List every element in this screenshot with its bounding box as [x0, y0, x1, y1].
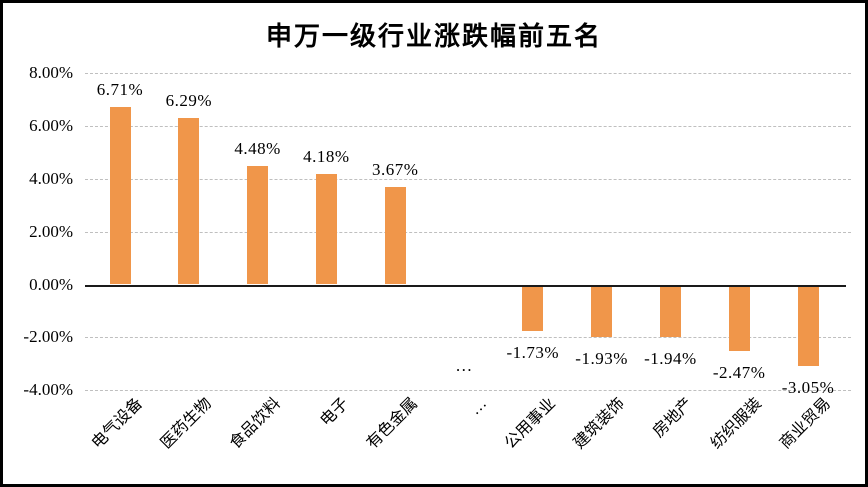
bar-data-label: 6.71% [96, 80, 144, 100]
y-axis-tick-label: 8.00% [29, 62, 73, 82]
y-axis-tick-label: 6.00% [29, 115, 73, 135]
bar [384, 187, 406, 285]
bar [109, 107, 131, 285]
bar [522, 285, 544, 332]
y-axis-tick-label: -4.00% [23, 380, 73, 400]
gridline [85, 178, 851, 180]
x-axis-line [85, 284, 846, 287]
bar [591, 285, 613, 337]
bar-data-label: 4.48% [234, 139, 281, 159]
bar-data-label: -1.94% [644, 348, 697, 368]
bar [797, 285, 819, 367]
x-axis-category-label: 食品饮料 [226, 395, 284, 453]
x-axis-category-label: 房地产 [650, 395, 697, 441]
bar-data-label: -1.73% [506, 343, 560, 363]
bar [659, 285, 681, 337]
gridline [85, 390, 851, 392]
y-axis-tick-label: 0.00% [29, 274, 73, 294]
x-axis-category-label: 建筑装饰 [570, 395, 628, 453]
y-axis-tick-label: 4.00% [29, 168, 73, 188]
bar-data-label: 4.18% [303, 146, 350, 166]
x-axis-category-label: … [466, 395, 491, 419]
x-axis-category-label: 商业贸易 [776, 395, 835, 453]
bar [728, 285, 750, 351]
x-axis-category-label: 纺织服装 [707, 395, 766, 453]
bar-data-label: -3.05% [781, 378, 835, 398]
bar [315, 173, 337, 285]
x-axis-category-label: 公用事业 [501, 395, 559, 453]
gridline [85, 231, 851, 233]
bar-data-label: 3.67% [371, 160, 419, 180]
gridline [85, 337, 851, 339]
gridline [85, 72, 851, 74]
y-axis-tick-label: 2.00% [29, 221, 73, 241]
x-axis-category-label: 电气设备 [88, 395, 147, 453]
bar [247, 166, 269, 285]
x-axis-category-label: 有色金属 [363, 395, 422, 453]
x-axis-category-label: 电子 [317, 395, 353, 430]
bar-data-label: 6.29% [165, 91, 212, 111]
bar-data-label: -2.47% [712, 362, 766, 382]
y-axis-tick-label: -2.00% [23, 327, 73, 347]
gridline [85, 125, 851, 127]
bar [178, 118, 200, 285]
x-axis-category-label: 医药生物 [157, 395, 215, 453]
bar-data-label: … [455, 356, 473, 375]
chart-title: 申万一级行业涨跌幅前五名 [265, 22, 602, 51]
bar-data-label: -1.93% [575, 348, 628, 368]
